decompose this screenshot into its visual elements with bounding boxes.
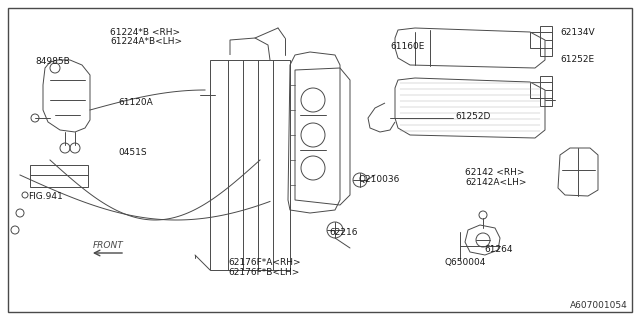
Text: FIG.941: FIG.941 [28,192,63,201]
Text: 62134V: 62134V [560,28,595,37]
Text: 62176F*B<LH>: 62176F*B<LH> [228,268,300,277]
Bar [530,82,552,98]
Text: 61252E: 61252E [560,55,594,64]
Text: 61252D: 61252D [455,112,490,121]
Text: 84985B: 84985B [35,57,70,66]
Text: A607001054: A607001054 [570,301,628,310]
Text: 61224*B <RH>: 61224*B <RH> [110,28,180,37]
Text: 61120A: 61120A [118,98,153,107]
Text: 61160E: 61160E [390,42,424,51]
Text: 62142 <RH>: 62142 <RH> [465,168,525,177]
Text: 61224A*B<LH>: 61224A*B<LH> [110,37,182,46]
Text: 62176F*A<RH>: 62176F*A<RH> [228,258,301,267]
Text: 62142A<LH>: 62142A<LH> [465,178,527,187]
Text: 61264: 61264 [484,245,513,254]
Bar [530,32,552,48]
Text: Q650004: Q650004 [444,258,485,267]
Text: Q210036: Q210036 [358,175,399,184]
Text: 0451S: 0451S [118,148,147,157]
Bar [30,165,88,187]
Text: 62216: 62216 [329,228,358,237]
Bar [540,26,552,56]
Text: FRONT: FRONT [93,241,124,250]
Bar [210,60,290,270]
Bar [540,76,552,106]
